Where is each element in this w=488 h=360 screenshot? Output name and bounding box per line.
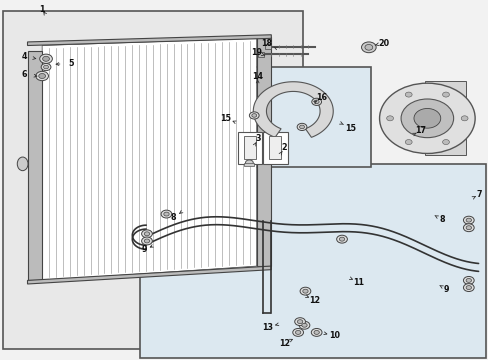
Circle shape xyxy=(465,218,470,222)
Circle shape xyxy=(313,330,319,334)
Text: 12: 12 xyxy=(309,296,320,305)
Text: 17: 17 xyxy=(415,126,426,135)
Circle shape xyxy=(314,100,319,104)
Circle shape xyxy=(302,289,307,293)
Text: 9: 9 xyxy=(443,285,448,294)
Circle shape xyxy=(41,63,51,71)
Circle shape xyxy=(379,83,474,153)
Circle shape xyxy=(40,54,52,63)
Circle shape xyxy=(299,125,304,129)
Bar xyxy=(268,136,280,159)
Text: 3: 3 xyxy=(255,134,261,143)
Circle shape xyxy=(36,71,48,81)
Circle shape xyxy=(292,328,303,336)
Circle shape xyxy=(386,116,393,121)
Polygon shape xyxy=(253,82,332,138)
Circle shape xyxy=(42,56,49,61)
Text: 6: 6 xyxy=(21,70,27,79)
Circle shape xyxy=(364,44,372,50)
Circle shape xyxy=(163,212,169,216)
Text: 8: 8 xyxy=(171,213,176,222)
Text: 9: 9 xyxy=(142,246,147,255)
Text: 20: 20 xyxy=(377,39,388,48)
Circle shape xyxy=(465,226,470,230)
Bar xyxy=(238,132,261,164)
Circle shape xyxy=(405,140,411,145)
Bar xyxy=(140,164,485,357)
Polygon shape xyxy=(27,35,271,45)
Circle shape xyxy=(161,210,171,218)
Circle shape xyxy=(249,112,259,119)
Circle shape xyxy=(251,114,256,117)
Bar xyxy=(244,163,254,166)
Polygon shape xyxy=(256,37,271,266)
Circle shape xyxy=(311,98,321,105)
Text: 12: 12 xyxy=(278,339,289,348)
Circle shape xyxy=(297,123,306,131)
Circle shape xyxy=(442,92,448,97)
Bar xyxy=(265,44,271,49)
Circle shape xyxy=(297,320,302,324)
Text: 5: 5 xyxy=(68,59,74,68)
Circle shape xyxy=(361,42,375,53)
Circle shape xyxy=(405,92,411,97)
Circle shape xyxy=(43,65,48,69)
Circle shape xyxy=(144,232,149,236)
Text: 18: 18 xyxy=(260,39,271,48)
Text: 15: 15 xyxy=(345,123,356,132)
Polygon shape xyxy=(42,39,256,280)
Circle shape xyxy=(465,278,470,282)
Bar xyxy=(424,81,466,155)
Circle shape xyxy=(311,328,322,336)
Circle shape xyxy=(339,237,344,241)
Bar xyxy=(244,136,255,159)
Circle shape xyxy=(463,276,473,284)
Text: 13: 13 xyxy=(262,323,273,332)
Circle shape xyxy=(144,239,149,243)
Circle shape xyxy=(142,230,152,238)
Text: 2: 2 xyxy=(281,143,287,152)
Bar xyxy=(212,67,370,167)
Circle shape xyxy=(400,99,453,138)
Polygon shape xyxy=(27,266,271,284)
Text: 19: 19 xyxy=(251,48,262,57)
Circle shape xyxy=(294,318,305,325)
Circle shape xyxy=(460,116,467,121)
Bar xyxy=(3,12,303,348)
Text: 1: 1 xyxy=(40,5,45,14)
Text: 15: 15 xyxy=(220,114,231,123)
Circle shape xyxy=(463,224,473,231)
Circle shape xyxy=(463,284,473,292)
Circle shape xyxy=(465,285,470,289)
Circle shape xyxy=(336,235,346,243)
Circle shape xyxy=(413,108,440,128)
Circle shape xyxy=(39,73,45,78)
Text: 16: 16 xyxy=(315,93,326,102)
Circle shape xyxy=(300,287,310,295)
Circle shape xyxy=(299,321,309,329)
Bar xyxy=(258,52,264,57)
Text: 11: 11 xyxy=(353,278,364,287)
Circle shape xyxy=(142,237,152,245)
Circle shape xyxy=(442,140,448,145)
Polygon shape xyxy=(27,51,42,280)
Text: 7: 7 xyxy=(476,190,481,199)
Text: 10: 10 xyxy=(328,332,340,341)
Text: 4: 4 xyxy=(21,52,27,61)
Circle shape xyxy=(295,330,300,334)
Circle shape xyxy=(301,323,306,327)
Circle shape xyxy=(463,216,473,224)
Bar xyxy=(263,132,288,164)
Circle shape xyxy=(245,160,253,166)
Text: 8: 8 xyxy=(438,215,444,224)
Ellipse shape xyxy=(17,157,28,171)
Text: 14: 14 xyxy=(252,72,263,81)
